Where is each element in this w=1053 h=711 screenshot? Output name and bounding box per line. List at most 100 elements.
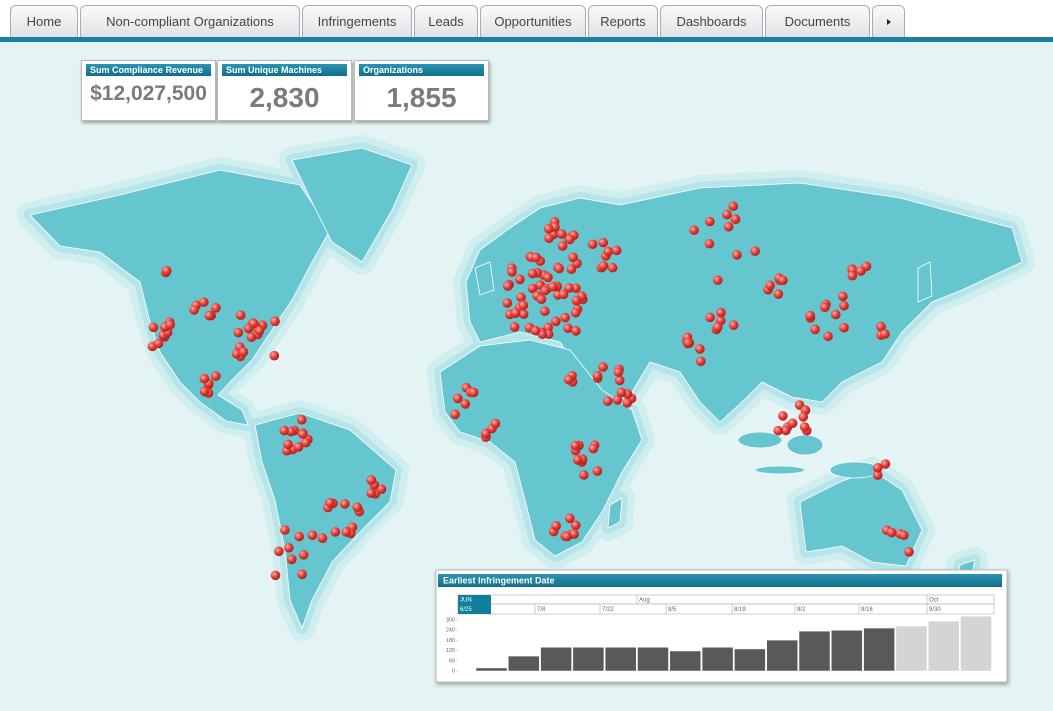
kpi-card: Sum Compliance Revenue $12,027,500	[81, 60, 216, 121]
org-dot	[148, 322, 159, 333]
kpi-value: 2,830	[249, 82, 320, 113]
nav-tab[interactable]: Leads	[414, 5, 478, 37]
org-dot	[246, 332, 257, 343]
org-dot	[238, 347, 249, 357]
nav-tab[interactable]: Infringements	[302, 5, 412, 37]
org-dot	[352, 502, 363, 513]
nav-tab[interactable]: Documents	[765, 5, 870, 37]
org-dot	[712, 275, 723, 285]
nav-tab[interactable]: Non-compliant Organizations	[80, 5, 300, 37]
org-dot	[838, 291, 848, 302]
org-dot	[568, 252, 578, 263]
org-dot	[569, 529, 579, 539]
org-dot	[579, 470, 589, 480]
kpi-label: Sum Unique Machines	[222, 64, 347, 76]
bar	[701, 646, 734, 672]
org-dot	[297, 569, 307, 580]
land	[474, 261, 495, 296]
org-dot	[544, 233, 554, 244]
org-dot	[551, 316, 561, 327]
panel-title: Earliest Infringement Date	[443, 575, 555, 585]
org-dot	[683, 338, 694, 348]
org-dot	[872, 462, 883, 473]
more-arrow	[886, 19, 891, 25]
bar	[798, 630, 831, 672]
nav-tab[interactable]: Opportunities	[480, 5, 586, 37]
org-dot	[765, 280, 775, 291]
org-dot	[571, 295, 582, 306]
org-dot	[611, 245, 622, 256]
org-dot	[880, 459, 891, 469]
month-label: JUN	[460, 598, 472, 604]
org-dot	[293, 442, 304, 452]
nav-tab[interactable]: Dashboards	[660, 5, 763, 37]
bar	[604, 646, 637, 672]
month-row	[457, 594, 995, 605]
org-dot	[531, 252, 542, 263]
org-dot	[339, 499, 350, 509]
org-dot	[705, 216, 715, 227]
org-dot	[704, 238, 715, 249]
org-dot	[153, 338, 164, 349]
nav-more[interactable]	[872, 5, 905, 37]
bar	[508, 655, 540, 672]
org-dot	[880, 329, 890, 339]
org-dot	[283, 439, 293, 450]
org-dot	[540, 285, 550, 296]
org-dot	[307, 530, 318, 540]
org-dot	[750, 246, 760, 256]
org-dot	[298, 550, 309, 560]
org-dot	[294, 531, 305, 542]
org-dot	[778, 275, 788, 286]
org-dot	[564, 234, 575, 245]
org-dot	[557, 241, 568, 251]
nav-tab[interactable]: Reports	[588, 5, 658, 37]
org-dot	[778, 411, 788, 421]
org-dot	[527, 268, 538, 279]
bar	[475, 667, 508, 672]
org-dot	[805, 310, 815, 321]
org-dot	[235, 310, 246, 321]
nav-tab[interactable]: Home	[10, 5, 78, 37]
org-dot	[612, 395, 623, 405]
org-dot	[274, 546, 284, 557]
bar	[637, 646, 669, 672]
month-label: Aug	[639, 598, 650, 604]
org-dot	[165, 319, 175, 330]
nav-bar: Home Non-compliant Organizations Infringem…	[0, 0, 1053, 42]
week-selected	[458, 604, 491, 614]
org-dot	[376, 484, 387, 495]
bar	[831, 630, 863, 672]
org-dot	[515, 274, 525, 285]
island	[754, 465, 806, 475]
island	[737, 431, 783, 449]
org-dot	[723, 221, 734, 232]
kpi-value: 1,855	[386, 82, 457, 113]
org-dot	[773, 425, 783, 436]
org-dot	[899, 530, 909, 541]
org-dot	[317, 533, 328, 543]
org-dot	[211, 371, 221, 381]
org-dot	[204, 310, 215, 321]
y-tick-label: 120	[446, 648, 455, 654]
org-dot	[366, 475, 377, 485]
month-label: Oct	[929, 598, 939, 604]
org-dot	[598, 261, 609, 271]
org-dot	[592, 466, 603, 476]
org-dot	[588, 443, 599, 454]
org-dot	[722, 209, 732, 220]
bar	[669, 650, 702, 672]
org-dot	[233, 327, 244, 338]
org-dot	[551, 521, 561, 531]
timeline-panel: Earliest Infringement Date JUN Aug Oct 6/25…	[435, 569, 1008, 683]
org-dot	[254, 325, 265, 336]
org-dot	[450, 409, 460, 420]
org-dot	[810, 324, 820, 335]
org-dot	[530, 325, 541, 336]
org-dot	[211, 302, 221, 313]
org-dot	[199, 373, 210, 384]
land	[291, 147, 413, 263]
kpi-value: $12,027,500	[90, 82, 207, 105]
org-dot	[460, 399, 471, 409]
org-dot	[689, 225, 699, 235]
